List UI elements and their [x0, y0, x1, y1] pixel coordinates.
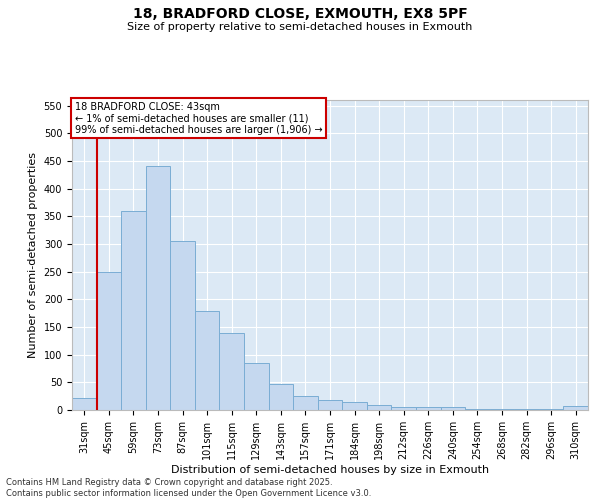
Bar: [244, 363, 269, 410]
Bar: [195, 312, 220, 410]
Text: 18, BRADFORD CLOSE, EXMOUTH, EX8 5PF: 18, BRADFORD CLOSE, EXMOUTH, EX8 5PF: [133, 8, 467, 22]
Bar: [367, 405, 391, 410]
Bar: [416, 407, 440, 410]
Bar: [146, 166, 170, 410]
Text: Contains HM Land Registry data © Crown copyright and database right 2025.
Contai: Contains HM Land Registry data © Crown c…: [6, 478, 371, 498]
X-axis label: Distribution of semi-detached houses by size in Exmouth: Distribution of semi-detached houses by …: [171, 464, 489, 474]
Bar: [72, 398, 97, 410]
Bar: [391, 406, 416, 410]
Bar: [563, 406, 588, 410]
Bar: [490, 409, 514, 410]
Bar: [170, 241, 195, 410]
Bar: [465, 409, 490, 410]
Bar: [539, 409, 563, 410]
Bar: [293, 396, 318, 410]
Bar: [269, 384, 293, 410]
Bar: [514, 409, 539, 410]
Bar: [318, 400, 342, 410]
Bar: [121, 210, 146, 410]
Text: 18 BRADFORD CLOSE: 43sqm
← 1% of semi-detached houses are smaller (11)
99% of se: 18 BRADFORD CLOSE: 43sqm ← 1% of semi-de…: [74, 102, 322, 134]
Bar: [440, 407, 465, 410]
Bar: [97, 272, 121, 410]
Text: Size of property relative to semi-detached houses in Exmouth: Size of property relative to semi-detach…: [127, 22, 473, 32]
Bar: [220, 332, 244, 410]
Y-axis label: Number of semi-detached properties: Number of semi-detached properties: [28, 152, 38, 358]
Bar: [342, 402, 367, 410]
